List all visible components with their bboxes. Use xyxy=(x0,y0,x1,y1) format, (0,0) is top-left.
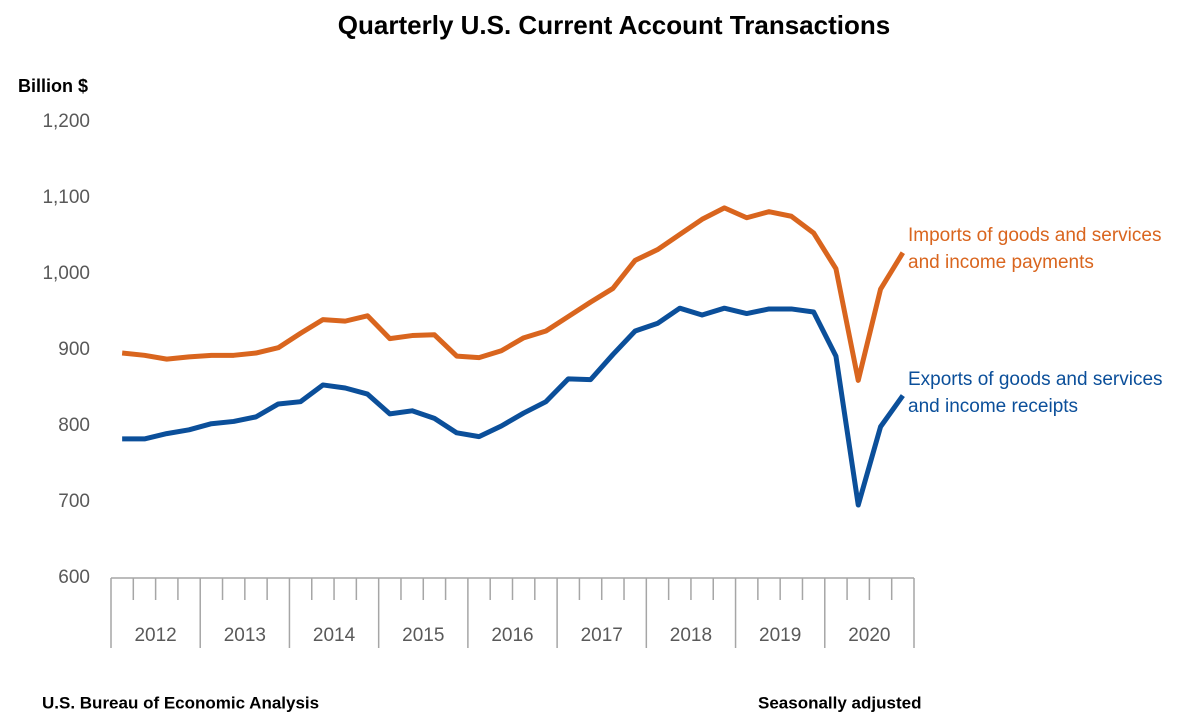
series-label: Imports of goods and services and income… xyxy=(908,225,1162,273)
y-tick-label: 1,000 xyxy=(42,263,90,284)
x-tick-label: 2014 xyxy=(313,625,356,646)
x-tick-label: 2012 xyxy=(134,625,176,646)
source: U.S. Bureau of Economic Analysis xyxy=(42,693,319,712)
y-tick-label: 1,200 xyxy=(42,111,90,132)
y-tick-label: 1,100 xyxy=(42,187,90,208)
chart-title: Quarterly U.S. Current Account Transacti… xyxy=(338,10,890,40)
y-tick-label: 600 xyxy=(58,567,90,588)
series-line xyxy=(122,305,905,508)
x-tick-label: 2020 xyxy=(848,625,890,646)
y-tick-label: 700 xyxy=(58,491,90,512)
x-tick-label: 2018 xyxy=(670,625,712,646)
y-axis-label: Billion $ xyxy=(18,76,88,96)
x-tick-label: 2017 xyxy=(581,625,623,646)
note: Seasonally adjusted xyxy=(758,693,921,712)
x-tick-label: 2013 xyxy=(224,625,266,646)
y-tick-label: 900 xyxy=(58,339,90,360)
y-tick-label: 800 xyxy=(58,415,90,436)
x-tick-label: 2016 xyxy=(491,625,533,646)
x-tick-label: 2019 xyxy=(759,625,801,646)
series-line xyxy=(121,205,905,383)
x-tick-label: 2015 xyxy=(402,625,444,646)
series-label: Exports of goods and services and income… xyxy=(908,369,1163,417)
